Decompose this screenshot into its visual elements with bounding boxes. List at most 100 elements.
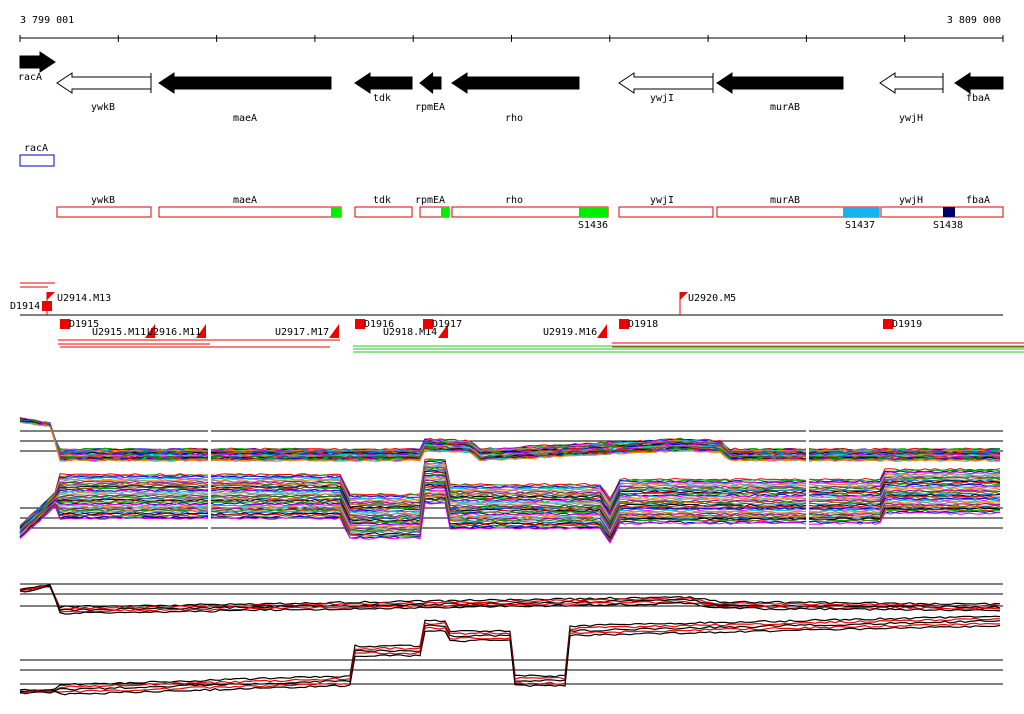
feature-label: U2914.M13 [57, 293, 111, 304]
trace-gap [208, 425, 211, 540]
gene-arrow [158, 72, 332, 94]
gene-arrow [354, 72, 413, 94]
feature-marker [196, 324, 206, 338]
feature-label: U2920.M5 [688, 293, 736, 304]
feature-marker [438, 324, 448, 338]
annotation-label: fbaA [966, 195, 990, 206]
annotation-label: tdk [373, 195, 391, 206]
expression-trace [19, 489, 1001, 535]
expression-trace [19, 495, 1001, 538]
gene-arrow [618, 72, 714, 94]
feature-marker [60, 319, 70, 329]
annotation-box [618, 206, 714, 218]
gene-arrow [19, 51, 56, 73]
expression-trace [19, 619, 1001, 693]
annotation-box [19, 154, 55, 167]
expression-trace [19, 476, 1001, 532]
feature-label: U2919.M16 [543, 327, 597, 338]
expression-trace [19, 624, 1001, 696]
gene-label: ywjH [899, 113, 923, 124]
gene-label: rpmEA [415, 102, 445, 113]
expression-trace [19, 584, 1001, 609]
expression-trace [19, 417, 1000, 451]
feature-marker [329, 324, 339, 338]
feature-label: D1914 [10, 301, 40, 312]
ruler-start: 3 799 001 [20, 15, 74, 26]
expression-trace [20, 417, 1001, 452]
feature-label: U2916.M11 [147, 327, 201, 338]
feature-label: D1918 [628, 319, 658, 330]
expression-trace [19, 486, 1001, 534]
annotation-label: ywkB [91, 195, 115, 206]
trace-gap [806, 425, 809, 540]
gene-arrow [419, 71, 442, 95]
expression-trace [19, 492, 1001, 535]
annotation-label: murAB [770, 195, 800, 206]
expression-trace [19, 584, 1001, 612]
expression-trace [19, 502, 1001, 544]
gene-label: tdk [373, 93, 391, 104]
annotation-box [880, 206, 1004, 218]
sigma-label: S1436 [578, 220, 608, 231]
expression-trace [19, 622, 1001, 694]
feature-label: U2917.M17 [275, 327, 329, 338]
expression-trace [19, 584, 1001, 611]
expression-trace [19, 463, 1001, 529]
annotation-label: rho [505, 195, 523, 206]
annotation-box [354, 206, 413, 218]
feature-label: D1919 [892, 319, 922, 330]
feature-marker [619, 319, 629, 329]
expression-trace [19, 497, 1001, 539]
expression-trace [19, 485, 1001, 534]
expression-trace [19, 418, 1000, 454]
expression-trace [19, 419, 1001, 453]
feature-marker [883, 319, 893, 329]
promoter-box [331, 207, 341, 217]
feature-label: D1917 [432, 319, 462, 330]
gene-label: rho [505, 113, 523, 124]
expression-trace [19, 417, 1001, 453]
gene-label: ywjI [650, 93, 674, 104]
feature-marker [355, 319, 365, 329]
gene-label: murAB [770, 102, 800, 113]
expression-trace [19, 419, 1001, 453]
feature-label: U2915.M11 [92, 327, 146, 338]
annotation-label: ywjH [899, 195, 923, 206]
feature-marker [423, 319, 433, 329]
expression-trace [19, 417, 1001, 452]
expression-trace [19, 500, 1001, 544]
promoter-box [843, 207, 879, 217]
gene-arrow [954, 72, 1004, 94]
expression-trace [19, 473, 1001, 531]
expression-trace [19, 468, 1001, 528]
expression-trace [19, 489, 1001, 535]
gene-arrow [879, 72, 944, 94]
expression-trace [19, 617, 1001, 693]
expression-trace [19, 459, 1001, 526]
annotation-label: maeA [233, 195, 257, 206]
annotation-box [158, 206, 342, 218]
gene-label: maeA [233, 113, 257, 124]
feature-marker [47, 292, 55, 300]
annotation-label: ywjI [650, 195, 674, 206]
feature-label: U2918.M14 [383, 327, 437, 338]
expression-trace [19, 461, 1001, 527]
feature-marker [680, 292, 688, 300]
expression-trace [19, 585, 1001, 615]
feature-label: D1916 [364, 319, 394, 330]
promoter-box [441, 207, 449, 217]
gene-label: fbaA [966, 93, 990, 104]
feature-label: D1915 [69, 319, 99, 330]
expression-trace [19, 421, 1000, 463]
gene-arrow [56, 72, 152, 94]
feature-marker [145, 324, 155, 338]
ruler-end: 3 809 000 [947, 15, 1001, 26]
sigma-label: S1438 [933, 220, 963, 231]
annotation-box [56, 206, 152, 218]
promoter-box [579, 207, 608, 217]
expression-trace [19, 615, 1001, 692]
gene-label: racA [18, 72, 42, 83]
annotation-label: racA [24, 143, 48, 154]
